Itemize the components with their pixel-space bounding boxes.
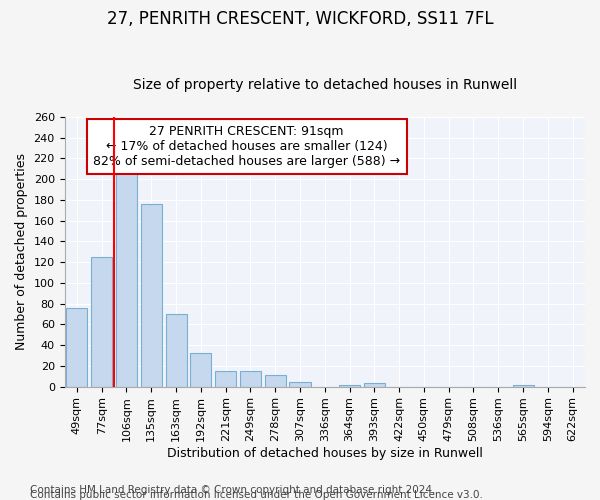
Bar bbox=[91, 257, 112, 386]
Bar bbox=[289, 382, 311, 386]
Bar bbox=[339, 384, 360, 386]
Bar bbox=[265, 375, 286, 386]
Bar bbox=[512, 384, 533, 386]
Bar bbox=[166, 314, 187, 386]
Bar bbox=[67, 308, 88, 386]
Bar bbox=[240, 371, 261, 386]
Bar bbox=[364, 384, 385, 386]
Text: 27, PENRITH CRESCENT, WICKFORD, SS11 7FL: 27, PENRITH CRESCENT, WICKFORD, SS11 7FL bbox=[107, 10, 493, 28]
Bar bbox=[190, 354, 211, 386]
Bar bbox=[141, 204, 162, 386]
Text: Contains HM Land Registry data © Crown copyright and database right 2024.: Contains HM Land Registry data © Crown c… bbox=[30, 485, 436, 495]
Text: 27 PENRITH CRESCENT: 91sqm
← 17% of detached houses are smaller (124)
82% of sem: 27 PENRITH CRESCENT: 91sqm ← 17% of deta… bbox=[93, 125, 400, 168]
Bar bbox=[116, 172, 137, 386]
Y-axis label: Number of detached properties: Number of detached properties bbox=[15, 153, 28, 350]
Title: Size of property relative to detached houses in Runwell: Size of property relative to detached ho… bbox=[133, 78, 517, 92]
Text: Contains public sector information licensed under the Open Government Licence v3: Contains public sector information licen… bbox=[30, 490, 483, 500]
Bar bbox=[215, 371, 236, 386]
X-axis label: Distribution of detached houses by size in Runwell: Distribution of detached houses by size … bbox=[167, 447, 483, 460]
